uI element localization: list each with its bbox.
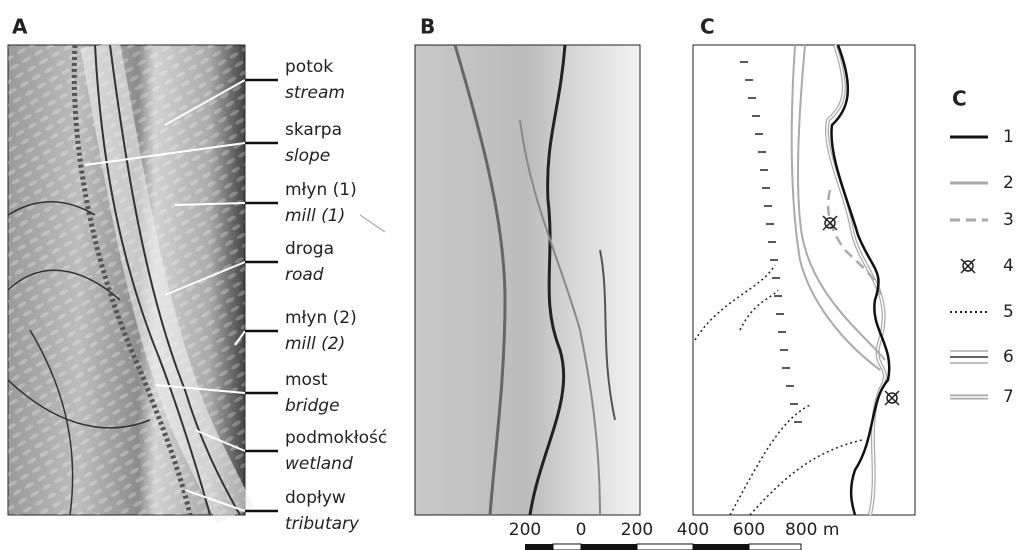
annotation-label: slope bbox=[285, 146, 330, 166]
legend-label: 1 bbox=[1003, 127, 1014, 147]
scale-segment bbox=[748, 543, 802, 550]
annotation-label: mill (1) bbox=[285, 206, 345, 226]
scale-label: 200 bbox=[509, 520, 541, 540]
leader-line bbox=[164, 261, 246, 296]
leader-line bbox=[184, 489, 246, 512]
legend-label: 4 bbox=[1003, 256, 1014, 276]
legend-symbol bbox=[960, 258, 976, 274]
legend-item: 1 bbox=[950, 127, 1014, 147]
legend-label: 2 bbox=[1003, 173, 1014, 193]
legend-label: 6 bbox=[1003, 347, 1014, 367]
legend-item: 7 bbox=[950, 387, 1014, 407]
annotation-label: most bbox=[285, 370, 328, 390]
legend-item: 6 bbox=[950, 347, 1014, 367]
panel-label: A bbox=[12, 15, 28, 39]
annotation-label: skarpa bbox=[285, 120, 342, 140]
leader-line bbox=[194, 429, 246, 452]
legend-item: 5 bbox=[950, 302, 1014, 322]
annotation-label: bridge bbox=[285, 396, 340, 416]
annotation-label: tributary bbox=[285, 514, 360, 534]
scale-segment bbox=[525, 544, 553, 550]
scale-label: 800 m bbox=[785, 520, 839, 540]
legend-item: 2 bbox=[950, 173, 1014, 193]
map-c bbox=[692, 44, 916, 516]
leader-line bbox=[234, 330, 246, 346]
scale-segment bbox=[581, 544, 637, 550]
leader-line bbox=[164, 79, 246, 126]
stray-line bbox=[359, 214, 386, 233]
annotation-label: młyn (2) bbox=[285, 308, 357, 328]
leader-line bbox=[84, 142, 246, 166]
scale-segment bbox=[552, 543, 582, 550]
panel-label: C bbox=[700, 15, 715, 39]
scale-label: 200 bbox=[621, 520, 653, 540]
scale-label: 600 bbox=[733, 520, 765, 540]
annotation-label: mill (2) bbox=[285, 334, 345, 354]
annotation-label: młyn (1) bbox=[285, 180, 357, 200]
legend-item: 3 bbox=[950, 210, 1014, 230]
legend-title: C bbox=[952, 87, 967, 111]
legend-item: 4 bbox=[960, 256, 1014, 276]
legend-label: 3 bbox=[1003, 210, 1014, 230]
scale-label: 0 bbox=[576, 520, 587, 540]
annotation-label: wetland bbox=[285, 454, 353, 474]
legend-label: 7 bbox=[1003, 387, 1014, 407]
panel-label: B bbox=[420, 15, 435, 39]
map-b bbox=[414, 44, 641, 516]
annotation-label: dopływ bbox=[285, 488, 346, 508]
annotation-label: stream bbox=[285, 83, 345, 103]
leader-line bbox=[174, 202, 246, 206]
annotation-label: potok bbox=[285, 57, 333, 77]
leader-line bbox=[154, 384, 246, 394]
scale-segment bbox=[693, 544, 749, 550]
map-a bbox=[7, 41, 254, 524]
annotation-label: droga bbox=[285, 239, 334, 259]
scale-label: 400 bbox=[677, 520, 709, 540]
annotation-label: podmokłość bbox=[285, 428, 387, 448]
annotation-label: road bbox=[285, 265, 324, 285]
legend-label: 5 bbox=[1003, 302, 1014, 322]
scale-segment bbox=[636, 543, 694, 550]
